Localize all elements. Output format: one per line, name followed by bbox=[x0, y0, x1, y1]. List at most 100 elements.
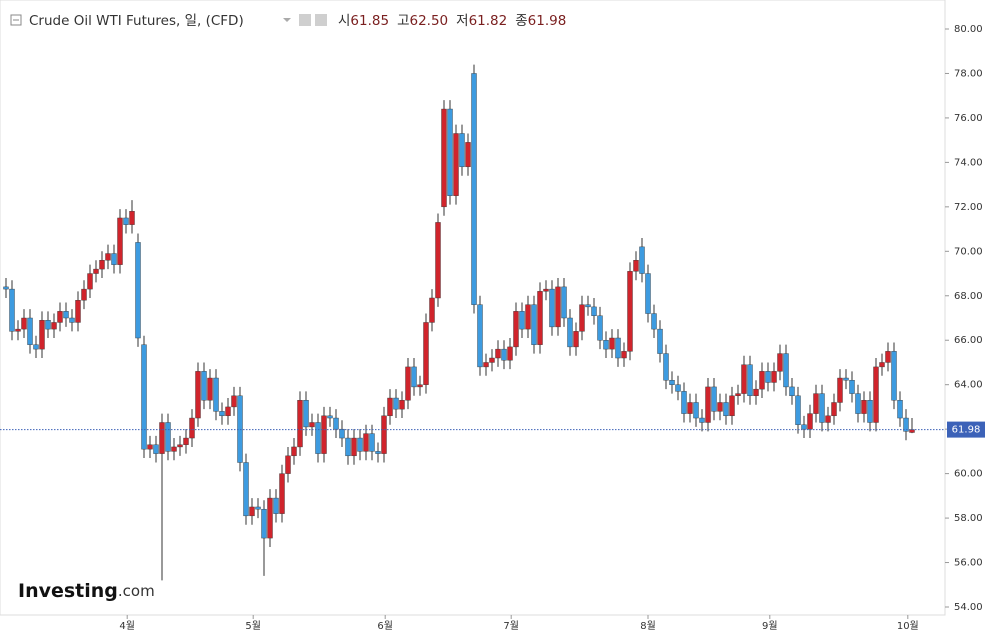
ohlc-prefix: 저 bbox=[456, 13, 468, 29]
ohlc-value: 61.98 bbox=[528, 13, 567, 29]
candle-body bbox=[291, 446, 297, 457]
candle-body bbox=[879, 362, 885, 368]
candle-body bbox=[885, 351, 891, 363]
x-tick-label: 7월 bbox=[503, 620, 519, 632]
candle-body bbox=[75, 300, 81, 323]
candle-body bbox=[207, 377, 213, 401]
candle-body bbox=[273, 497, 279, 514]
candle-body bbox=[135, 242, 141, 339]
candle-body bbox=[585, 304, 591, 308]
dropdown-icon[interactable] bbox=[283, 18, 291, 22]
candle-body bbox=[819, 393, 825, 423]
candle-body bbox=[123, 217, 129, 225]
candle-body bbox=[567, 317, 573, 348]
x-tick-label: 6월 bbox=[377, 620, 393, 632]
y-tick-label: 60.00 bbox=[954, 469, 983, 480]
y-tick-label: 66.00 bbox=[954, 335, 983, 346]
candle-body bbox=[381, 415, 387, 454]
y-tick-label: 80.00 bbox=[954, 24, 983, 35]
candle-body bbox=[321, 415, 327, 454]
candle-body bbox=[735, 393, 741, 397]
candle-body bbox=[495, 348, 501, 359]
candle-body bbox=[261, 508, 267, 539]
candle-body bbox=[507, 346, 513, 361]
y-tick-label: 74.00 bbox=[954, 157, 983, 168]
logo: Investing.com bbox=[18, 580, 155, 602]
candle-body bbox=[3, 286, 9, 290]
last-price-label: 61.98 bbox=[952, 425, 981, 436]
last-price-tag bbox=[947, 421, 985, 438]
x-tick-label: 4월 bbox=[119, 620, 135, 632]
candle-body bbox=[411, 366, 417, 388]
candle-body bbox=[525, 304, 531, 330]
candle-body bbox=[99, 260, 105, 270]
candle-body bbox=[399, 400, 405, 410]
candle-body bbox=[723, 402, 729, 417]
candle-body bbox=[633, 260, 639, 272]
candle-body bbox=[603, 340, 609, 350]
candle-body bbox=[519, 311, 525, 330]
candle-body bbox=[621, 351, 627, 359]
candle-body bbox=[105, 253, 111, 261]
candle-body bbox=[501, 348, 507, 361]
candle-body bbox=[627, 271, 633, 352]
candle-body bbox=[159, 422, 165, 454]
logo-suffix: .com bbox=[118, 582, 155, 600]
candle-body bbox=[393, 397, 399, 410]
candle-body bbox=[15, 328, 21, 332]
candle-body bbox=[141, 344, 147, 450]
candle-body bbox=[651, 313, 657, 330]
candle-body bbox=[201, 371, 207, 401]
candle-body bbox=[867, 400, 873, 423]
candle-body bbox=[795, 395, 801, 425]
ohlc-prefix: 시 bbox=[338, 13, 350, 29]
settings-icon[interactable] bbox=[299, 14, 311, 26]
candle-body bbox=[51, 322, 57, 330]
candle-body bbox=[405, 366, 411, 401]
candle-body bbox=[573, 331, 579, 348]
candle-body bbox=[609, 337, 615, 350]
candle-body bbox=[837, 377, 843, 403]
candle-body bbox=[63, 311, 69, 319]
candle-body bbox=[81, 288, 87, 301]
candle-body bbox=[489, 357, 495, 363]
candle-body bbox=[171, 446, 177, 452]
candle-body bbox=[531, 304, 537, 345]
candle-body bbox=[681, 391, 687, 414]
candle-body bbox=[339, 428, 345, 439]
candle-body bbox=[165, 422, 171, 452]
candle-body bbox=[57, 311, 63, 323]
candle-body bbox=[435, 222, 441, 299]
candle-body bbox=[333, 417, 339, 430]
candle-body bbox=[615, 337, 621, 359]
candle-body bbox=[471, 73, 477, 305]
y-tick-label: 72.00 bbox=[954, 202, 983, 213]
candle-body bbox=[213, 377, 219, 412]
y-tick-label: 68.00 bbox=[954, 291, 983, 302]
candle-body bbox=[189, 417, 195, 439]
candle-body bbox=[537, 291, 543, 345]
candle-body bbox=[303, 400, 309, 428]
candle-body bbox=[417, 384, 423, 388]
candle-body bbox=[183, 437, 189, 445]
x-tick-label: 8월 bbox=[640, 620, 656, 632]
candle-body bbox=[369, 433, 375, 452]
candle-body bbox=[93, 268, 99, 274]
candle-body bbox=[789, 386, 795, 397]
ohlc-value: 61.82 bbox=[469, 13, 508, 29]
candle-body bbox=[807, 413, 813, 430]
candle-body bbox=[351, 437, 357, 457]
candle-body bbox=[765, 371, 771, 383]
candle-body bbox=[555, 286, 561, 328]
y-tick-label: 70.00 bbox=[954, 246, 983, 257]
ohlc-values: 시61.85 고62.50 저61.82 종61.98 bbox=[338, 13, 566, 29]
candle-body bbox=[195, 371, 201, 419]
candle-body bbox=[549, 288, 555, 328]
y-tick-label: 64.00 bbox=[954, 380, 983, 391]
candle-body bbox=[687, 402, 693, 414]
candle-body bbox=[513, 311, 519, 348]
candle-body bbox=[117, 217, 123, 265]
ohlc-value: 61.85 bbox=[350, 13, 389, 29]
settings-icon[interactable] bbox=[315, 14, 327, 26]
candle-body bbox=[375, 451, 381, 454]
